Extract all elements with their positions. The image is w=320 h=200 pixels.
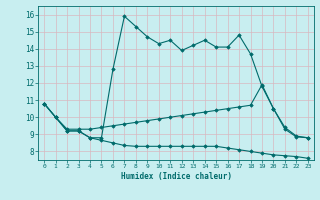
X-axis label: Humidex (Indice chaleur): Humidex (Indice chaleur) <box>121 172 231 181</box>
